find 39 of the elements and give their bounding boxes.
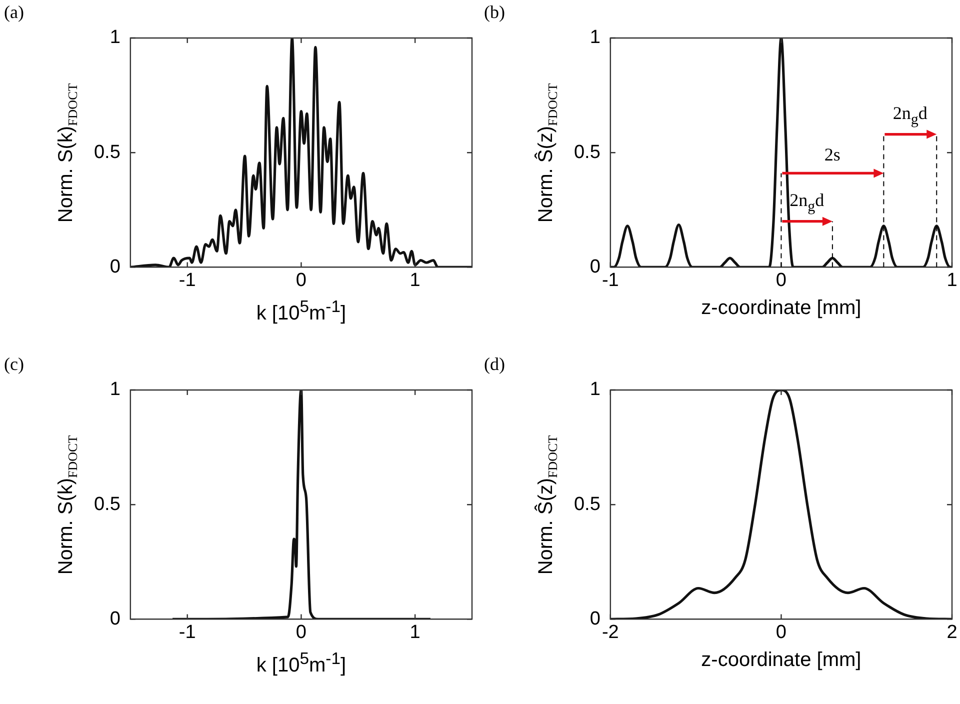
y-tick-label: 0.5 bbox=[94, 142, 120, 163]
x-tick-label: 0 bbox=[776, 622, 786, 643]
x-axis-title: k [10$^{5}$m$^{-1}$] bbox=[256, 297, 346, 326]
x-tick-label: -1 bbox=[602, 270, 619, 291]
line-series bbox=[610, 390, 952, 620]
annotation: 2n$_{g}$d bbox=[790, 190, 824, 216]
line-series bbox=[130, 38, 472, 268]
chart-title: (c) bbox=[4, 354, 24, 375]
y-tick-label: 0.5 bbox=[574, 494, 600, 515]
annotation: 2s bbox=[824, 144, 840, 166]
x-axis-title: z-coordinate [mm] bbox=[701, 297, 862, 320]
x-tick-label: -2 bbox=[602, 622, 619, 643]
y-tick-label: 0.5 bbox=[574, 142, 600, 163]
x-tick-label: -1 bbox=[178, 622, 196, 643]
y-tick-label: 0 bbox=[110, 608, 120, 630]
x-tick-label: 1 bbox=[410, 270, 420, 291]
chart-title: (b) bbox=[484, 2, 505, 23]
y-tick-label: 1 bbox=[590, 379, 600, 400]
y-tick-label: 1 bbox=[590, 27, 600, 48]
x-tick-label: 0 bbox=[296, 270, 306, 291]
annotation: 2n$_{g}$d bbox=[892, 103, 928, 130]
y-tick-label: 0.5 bbox=[94, 494, 120, 515]
line-series bbox=[171, 390, 432, 620]
x-tick-label: 2 bbox=[946, 622, 958, 643]
x-tick-label: 0 bbox=[776, 270, 786, 291]
y-tick-label: 0 bbox=[590, 256, 600, 278]
x-tick-label: 0 bbox=[296, 622, 306, 643]
y-tick-label: 1 bbox=[110, 379, 120, 400]
x-axis-title: k [10$^{5}$m$^{-1}$] bbox=[256, 649, 346, 678]
y-tick-label: 1 bbox=[110, 27, 120, 48]
x-tick-label: 1 bbox=[946, 270, 958, 291]
x-axis-title: z-coordinate [mm] bbox=[701, 649, 862, 672]
chart-title: (a) bbox=[4, 2, 24, 23]
x-tick-label: 1 bbox=[410, 622, 420, 643]
line-series bbox=[610, 38, 952, 268]
x-tick-label: -1 bbox=[178, 270, 196, 291]
y-tick-label: 0 bbox=[590, 608, 600, 630]
y-tick-label: 0 bbox=[110, 256, 120, 278]
chart-title: (d) bbox=[484, 354, 505, 375]
